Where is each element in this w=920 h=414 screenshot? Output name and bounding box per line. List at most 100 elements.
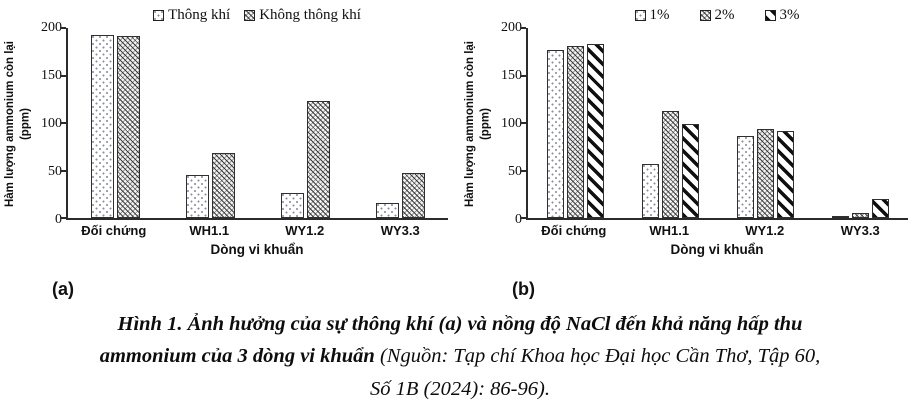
- x-category-label: Đối chứng: [541, 223, 607, 238]
- panel-letter-b: (b): [512, 279, 535, 299]
- bar-Thông khí-Đối chứng: [91, 34, 114, 218]
- legend-item: 1%: [634, 6, 670, 24]
- x-category-label: Đối chứng: [81, 223, 147, 238]
- bar-Thông khí-WY3.3: [376, 202, 399, 218]
- chart-body-a: Hàm lượng ammonium còn lại (ppm) 0 50 100 1…: [0, 20, 460, 227]
- bar-3%-Đối chứng: [587, 44, 604, 218]
- y-tick-label: 50: [508, 164, 522, 179]
- x-axis-title-a: Dòng vi khuẩn: [210, 242, 304, 257]
- y-axis-unit-text: (ppm): [20, 108, 32, 140]
- y-axis-ticks-a: 0 50 100 150 200: [38, 20, 66, 227]
- bar-3%-WH1.1: [682, 123, 699, 218]
- y-tick-label: 150: [41, 68, 62, 83]
- bar-2%-WY1.2: [757, 128, 774, 218]
- y-tick-label: 0: [515, 212, 522, 227]
- legend-label: Thông khí: [168, 6, 231, 23]
- finehatch-pattern-swatch-icon: [699, 9, 711, 21]
- legend-label: Không thông khí: [259, 6, 361, 23]
- legend-item: 2%: [699, 6, 735, 24]
- x-axis-title-b: Dòng vi khuẩn: [670, 242, 764, 257]
- caption-source-line2: (Nguồn: Tạp chí Khoa học Đại học Cần Thơ…: [374, 345, 821, 368]
- y-tick-mark: [60, 169, 66, 172]
- legend-label: 3%: [779, 6, 800, 23]
- bar-1%-WY1.2: [737, 136, 754, 218]
- bar-1%-WH1.1: [642, 163, 659, 218]
- y-tick-mark: [520, 74, 526, 77]
- finehatch-pattern-swatch-icon: [244, 9, 256, 21]
- bar-group-WY3.3: [353, 28, 448, 218]
- y-axis-ticks-b: 0 50 100 150 200: [498, 20, 526, 227]
- bar-group-WY1.2: [258, 28, 353, 218]
- x-category-label: WY1.2: [745, 223, 785, 238]
- bar-2%-Đối chứng: [567, 46, 584, 218]
- x-category-label: WY1.2: [285, 223, 325, 238]
- y-tick-label: 200: [501, 20, 522, 35]
- x-axis-labels-b: Đối chứng WH1.1 WY1.2 WY3.3: [526, 223, 908, 238]
- x-category-label: WH1.1: [189, 223, 230, 238]
- chart-panel-a: Thông khí Không thông khí Hàm lượng ammon…: [0, 0, 460, 302]
- chart-panel-b: 1% 2% 3% Hàm lượng ammonium còn lại (ppm) …: [460, 0, 920, 302]
- legend-label: 1%: [649, 6, 670, 23]
- y-tick-mark: [60, 217, 66, 219]
- y-tick-label: 200: [41, 20, 62, 35]
- dots-pattern-swatch-icon: [153, 9, 165, 21]
- y-tick-label: 100: [501, 116, 522, 131]
- dots-pattern-swatch-icon: [634, 9, 646, 21]
- x-category-label: WY3.3: [380, 223, 420, 238]
- y-axis-label-b: Hàm lượng ammonium còn lại (ppm): [460, 28, 498, 220]
- y-tick-label: 0: [55, 212, 62, 227]
- y-tick-mark: [60, 74, 66, 77]
- legend-label: 2%: [714, 6, 735, 23]
- bar-Không thông khí-WY3.3: [402, 173, 425, 218]
- y-tick-label: 150: [501, 68, 522, 83]
- plot-area-a: [60, 27, 448, 220]
- x-category-label: WY3.3: [840, 223, 880, 238]
- y-axis-label-text: Hàm lượng ammonium còn lại: [4, 40, 17, 208]
- y-tick-label: 50: [48, 164, 62, 179]
- caption-title-line2: ammonium của 3 dòng vi khuẩn: [99, 345, 375, 368]
- bar-Thông khí-WY1.2: [281, 193, 304, 218]
- boldhatch-pattern-swatch-icon: [764, 9, 776, 21]
- y-tick-mark: [520, 169, 526, 172]
- bar-group-WY1.2: [718, 28, 813, 218]
- bar-group-WH1.1: [163, 28, 258, 218]
- bar-group-WY3.3: [813, 28, 908, 218]
- y-tick-mark: [520, 217, 526, 219]
- legend-a: Thông khí Không thông khí: [66, 4, 448, 26]
- bar-2%-WH1.1: [662, 110, 679, 218]
- caption-source-line3: Số 1B (2024): 86-96).: [370, 377, 550, 400]
- x-axis-labels-a: Đối chứng WH1.1 WY1.2 WY3.3: [66, 223, 448, 238]
- bar-Không thông khí-WH1.1: [212, 153, 235, 218]
- bar-Không thông khí-Đối chứng: [117, 35, 140, 218]
- plot-area-b: [520, 27, 908, 220]
- y-tick-mark: [60, 122, 66, 124]
- y-tick-mark: [60, 27, 66, 29]
- bar-2%-WY3.3: [852, 213, 869, 218]
- y-axis-label-text: Hàm lượng ammonium còn lại: [464, 40, 477, 208]
- bar-Không thông khí-WY1.2: [307, 101, 330, 218]
- bar-3%-WY3.3: [872, 199, 889, 218]
- legend-item: Thông khí: [153, 7, 230, 24]
- y-tick-mark: [520, 27, 526, 29]
- y-axis-unit-text: (ppm): [480, 108, 492, 140]
- legend-item: 3%: [764, 6, 800, 24]
- y-tick-mark: [520, 122, 526, 124]
- chart-body-b: Hàm lượng ammonium còn lại (ppm) 0 50 100 1…: [460, 20, 920, 227]
- bar-group-WH1.1: [623, 28, 718, 218]
- bar-Thông khí-WH1.1: [186, 175, 209, 218]
- charts-row: Thông khí Không thông khí Hàm lượng ammon…: [0, 0, 920, 302]
- panel-letter-a: (a): [52, 279, 74, 299]
- y-axis-label-a: Hàm lượng ammonium còn lại (ppm): [0, 28, 38, 220]
- bar-3%-WY1.2: [777, 130, 794, 218]
- legend-item: Không thông khí: [244, 7, 361, 24]
- bar-1%-WY3.3: [832, 216, 849, 218]
- y-tick-label: 100: [41, 116, 62, 131]
- caption-title-line1: Hình 1. Ảnh hưởng của sự thông khí (a) v…: [117, 313, 803, 335]
- bar-group-Đối chứng: [528, 28, 623, 218]
- figure-caption: Hình 1. Ảnh hưởng của sự thông khí (a) v…: [0, 308, 920, 405]
- bar-1%-Đối chứng: [547, 49, 564, 218]
- x-category-label: WH1.1: [649, 223, 690, 238]
- legend-b: 1% 2% 3%: [526, 4, 908, 26]
- bar-group-Đối chứng: [68, 28, 163, 218]
